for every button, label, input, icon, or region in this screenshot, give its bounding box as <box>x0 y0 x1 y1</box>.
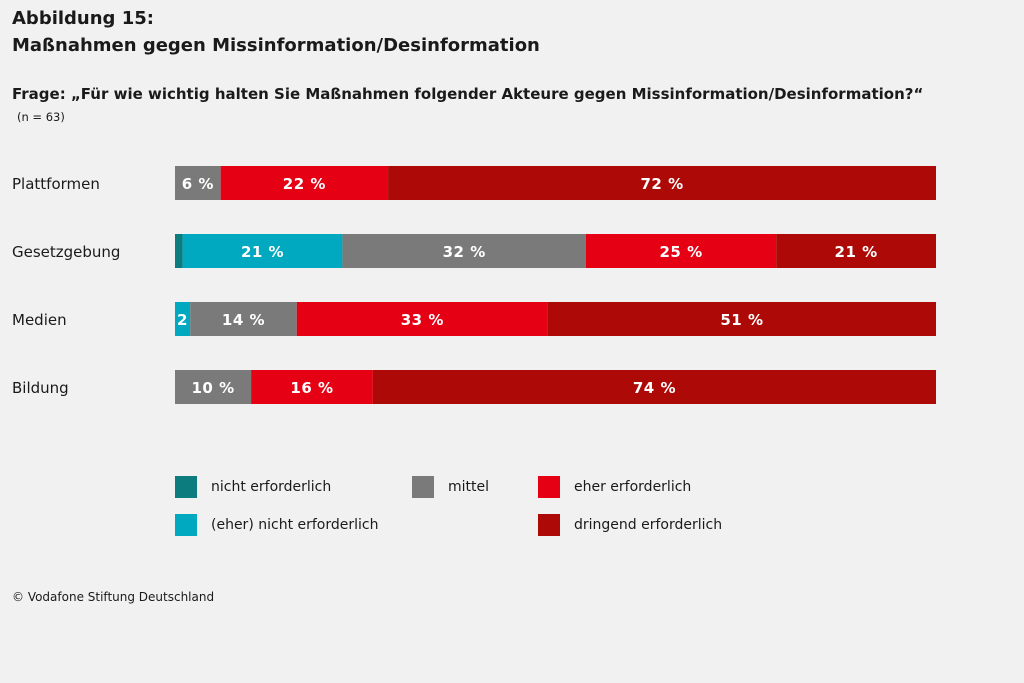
data-label-gesetzgebung-eher-nicht-erforderlich: 21 % <box>241 243 284 261</box>
bar-segment-bildung-eher-erforderlich <box>251 370 373 404</box>
legend-label: nicht erforderlich <box>211 479 332 495</box>
legend-swatch <box>175 476 197 498</box>
legend-item-mittel: mittel <box>412 476 489 498</box>
legend-label: dringend erforderlich <box>574 517 723 533</box>
data-label-medien-mittel: 14 % <box>222 311 265 329</box>
category-label-plattformen: Plattformen <box>12 175 100 193</box>
sample-size: (n = 63) <box>17 110 65 124</box>
bar-segment-gesetzgebung-dringend-erforderlich <box>776 234 936 268</box>
legend-item-eher-erforderlich: eher erforderlich <box>538 476 691 498</box>
figure-label: Abbildung 15: <box>12 8 154 29</box>
bar-segment-gesetzgebung-nicht-erforderlich <box>175 234 183 268</box>
bar-segment-bildung-dringend-erforderlich <box>372 370 936 404</box>
data-label-plattformen-dringend-erforderlich: 72 % <box>640 175 683 193</box>
data-label-gesetzgebung-mittel: 32 % <box>443 243 486 261</box>
category-label-bildung: Bildung <box>12 379 69 397</box>
data-label-bildung-dringend-erforderlich: 74 % <box>633 379 676 397</box>
bar-segment-medien-dringend-erforderlich <box>547 302 936 336</box>
data-label-gesetzgebung-dringend-erforderlich: 21 % <box>835 243 878 261</box>
category-label-medien: Medien <box>12 311 67 329</box>
bar-segment-gesetzgebung-mittel <box>342 234 586 268</box>
bar-segment-gesetzgebung-eher-nicht-erforderlich <box>182 234 343 268</box>
survey-question: Frage: „Für wie wichtig halten Sie Maßna… <box>12 85 924 103</box>
legend-swatch <box>538 514 560 536</box>
bar-segment-plattformen-dringend-erforderlich <box>388 166 937 200</box>
legend-swatch <box>538 476 560 498</box>
legend-label: eher erforderlich <box>574 479 692 495</box>
data-label-medien-eher-erforderlich: 33 % <box>401 311 444 329</box>
data-label-plattformen-eher-erforderlich: 22 % <box>283 175 326 193</box>
category-label-gesetzgebung: Gesetzgebung <box>12 243 120 261</box>
bar-segment-medien-mittel <box>190 302 297 336</box>
bar-segment-medien-eher-erforderlich <box>296 302 548 336</box>
legend-label: mittel <box>448 479 490 495</box>
data-label-bildung-mittel: 10 % <box>191 379 234 397</box>
legend-item-dringend-erforderlich: dringend erforderlich <box>538 514 722 536</box>
data-label-medien-dringend-erforderlich: 51 % <box>720 311 763 329</box>
legend-swatch <box>412 476 434 498</box>
data-label-gesetzgebung-eher-erforderlich: 25 % <box>659 243 702 261</box>
data-label-bildung-eher-erforderlich: 16 % <box>290 379 333 397</box>
legend-item-eher-nicht-erforderlich: (eher) nicht erforderlich <box>175 514 378 536</box>
legend-label: (eher) nicht erforderlich <box>211 517 379 533</box>
source-credit: © Vodafone Stiftung Deutschland <box>12 590 215 604</box>
legend-item-nicht-erforderlich: nicht erforderlich <box>175 476 331 498</box>
bar-segment-medien-eher-nicht-erforderlich <box>175 302 191 336</box>
bar-segment-bildung-mittel <box>175 370 252 404</box>
data-label-plattformen-mittel: 6 % <box>182 175 214 193</box>
legend-swatch <box>175 514 197 536</box>
bar-segment-gesetzgebung-eher-erforderlich <box>585 234 777 268</box>
bar-segment-plattformen-eher-erforderlich <box>220 166 389 200</box>
bar-segment-plattformen-mittel <box>175 166 221 200</box>
figure-title: Maßnahmen gegen Missinformation/Desinfor… <box>12 35 540 56</box>
